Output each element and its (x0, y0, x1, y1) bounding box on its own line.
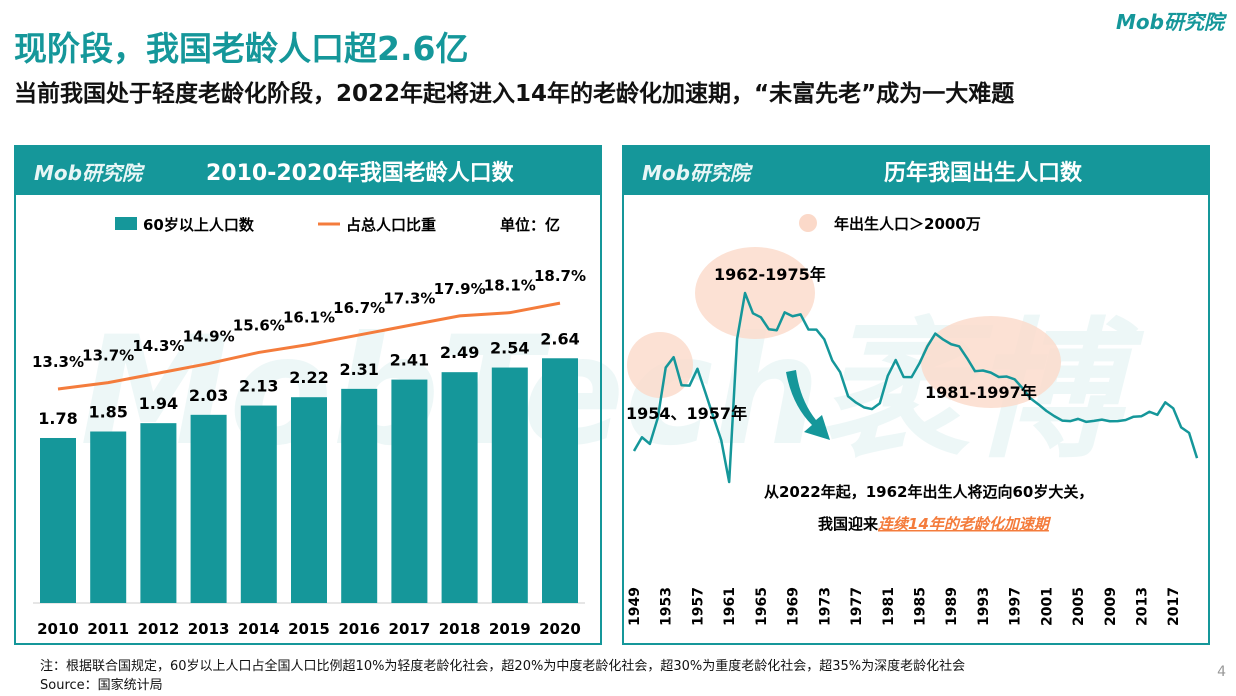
line-value-label: 17.3% (383, 289, 435, 307)
x-tick-label: 2015 (288, 620, 330, 638)
chart-title: 2010-2020年我国老龄人口数 (206, 161, 514, 186)
bar-value-label: 2.03 (189, 386, 228, 405)
callout-line2: 我国迎来连续14年的老龄化加速期 (818, 515, 1052, 533)
x-tick-label: 2001 (1039, 587, 1055, 626)
x-tick-label: 2013 (188, 620, 230, 638)
chart-title: 历年我国出生人口数 (884, 161, 1083, 186)
x-tick-label: 2012 (138, 620, 180, 638)
x-tick-label: 2005 (1071, 587, 1087, 626)
x-tick-label: 1957 (690, 587, 706, 626)
bar-value-label: 1.94 (139, 394, 178, 413)
bar (240, 405, 277, 603)
percent-line (57, 301, 561, 391)
x-tick-label: 1981 (881, 587, 897, 626)
legend-highlight-swatch (799, 214, 817, 232)
x-tick-label: 2020 (539, 620, 581, 638)
line-value-label: 15.6% (233, 316, 285, 334)
bar-value-label: 1.85 (88, 403, 127, 422)
bar (40, 437, 76, 603)
left-chart-panel: Mob研究院 2010-2020年我国老龄人口数 (14, 145, 602, 645)
footnote: 注：根据联合国规定，60岁以上人口占全国人口比例超10%为轻度老龄化社会，超20… (40, 659, 966, 674)
annotation: 1981-1997年 (925, 383, 1037, 402)
legend-bar-label: 60岁以上人口数 (143, 216, 255, 234)
line-value-label: 17.9% (434, 280, 486, 298)
legend-highlight-label: 年出生人口＞2000万 (834, 215, 981, 233)
bar (491, 367, 528, 603)
panel-logo: Mob研究院 (34, 160, 142, 185)
bar-value-label: 2.22 (289, 368, 328, 387)
x-tick-label: 1977 (849, 587, 865, 626)
source: Source：国家统计局 (40, 678, 163, 693)
x-tick-label: 1973 (817, 587, 833, 626)
highlight-1981-1997 (921, 316, 1061, 408)
highlight-1962-1975 (695, 247, 815, 339)
bar-value-label: 2.64 (540, 329, 579, 348)
x-tick-label: 1989 (944, 587, 960, 626)
bar (441, 372, 478, 603)
line-value-label: 13.3% (32, 353, 84, 371)
panel-logo: Mob研究院 (642, 160, 750, 185)
line-value-label: 16.1% (283, 308, 335, 326)
annotation: 1954、1957年 (626, 404, 747, 423)
legend-bar-swatch (115, 217, 137, 230)
highlight-1954-1957 (627, 332, 693, 398)
x-tick-label: 2017 (1166, 587, 1182, 626)
bar-value-label: 2.41 (390, 351, 429, 370)
bar (190, 414, 227, 603)
page-subtitle: 当前我国处于轻度老龄化阶段，2022年起将进入14年的老龄化加速期，“未富先老”… (14, 81, 1015, 107)
line-value-label: 18.1% (484, 277, 536, 295)
bar-value-label: 2.13 (239, 377, 278, 396)
x-tick-label: 1961 (722, 587, 738, 626)
arrow-icon (786, 370, 830, 440)
bar (90, 431, 127, 603)
x-tick-label: 1969 (786, 587, 802, 626)
x-tick-label: 1965 (754, 587, 770, 626)
x-tick-label: 2016 (338, 620, 380, 638)
x-tick-label: 2018 (439, 620, 481, 638)
bar-value-label: 2.31 (339, 360, 378, 379)
x-tick-label: 2017 (389, 620, 431, 638)
line-value-label: 18.7% (534, 267, 586, 285)
x-tick-label: 2019 (489, 620, 531, 638)
bar (291, 397, 327, 603)
bar (391, 379, 428, 603)
line-value-label: 14.9% (183, 328, 235, 346)
annotation: 1962-1975年 (714, 265, 826, 284)
bar-value-label: 1.78 (38, 409, 77, 428)
bar (341, 388, 378, 603)
x-tick-label: 2009 (1103, 587, 1119, 626)
page-number: 4 (1217, 664, 1226, 680)
x-tick-label: 1985 (912, 587, 928, 626)
line-value-label: 14.3% (132, 337, 184, 355)
page-title: 现阶段，我国老龄人口超2.6亿 (14, 29, 469, 68)
bar-value-label: 2.49 (440, 343, 479, 362)
x-tick-label: 1953 (659, 587, 675, 626)
x-tick-label: 1993 (976, 587, 992, 626)
x-tick-label: 2014 (238, 620, 280, 638)
line-value-label: 16.7% (333, 299, 385, 317)
line-value-label: 13.7% (82, 347, 134, 365)
legend-line-label: 占总人口比重 (346, 216, 436, 234)
x-tick-label: 2010 (37, 620, 79, 638)
bar-value-label: 2.54 (490, 339, 529, 358)
unit-label: 单位：亿 (500, 216, 560, 234)
right-chart-panel: Mob研究院 历年我国出生人口数 (622, 145, 1210, 645)
callout-highlight: 连续14年的老龄化加速期 (878, 515, 1052, 533)
callout-line1: 从2022年起，1962年出生人将迈向60岁大关， (764, 483, 1093, 501)
x-tick-label: 2013 (1135, 587, 1151, 626)
births-line (632, 291, 1199, 484)
x-tick-label: 1997 (1008, 587, 1024, 626)
bar (542, 358, 578, 603)
bar (140, 423, 177, 603)
brand-logo: Mob研究院 (1116, 10, 1224, 34)
x-tick-label: 1949 (627, 587, 643, 626)
x-tick-label: 2011 (87, 620, 129, 638)
